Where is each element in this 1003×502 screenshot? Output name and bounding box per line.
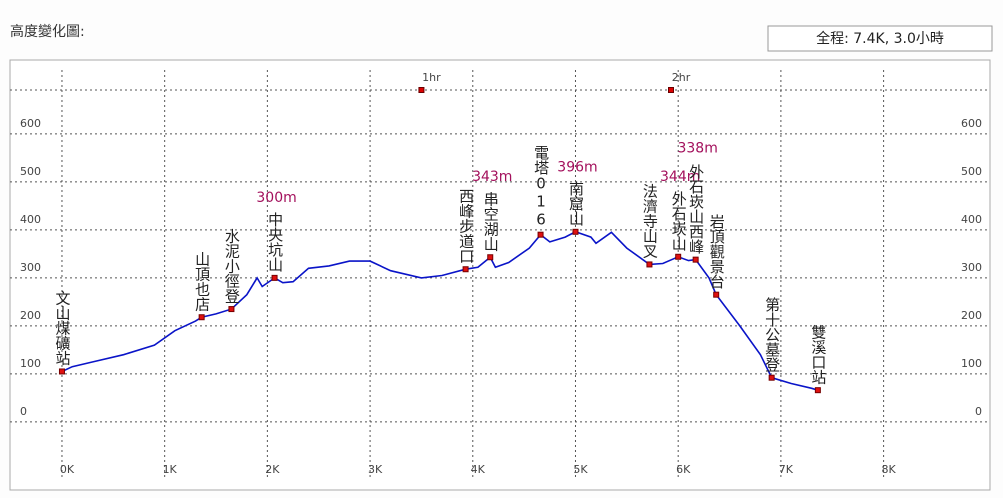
elevation-label: 343m — [472, 169, 512, 185]
waypoint-name: 串空湖山 — [482, 191, 500, 251]
waypoint-marker — [462, 266, 469, 273]
waypoint-marker — [271, 274, 278, 281]
waypoint-name: 電塔016 — [532, 145, 550, 229]
time-label: 2hr — [672, 71, 691, 84]
plot-area — [9, 59, 991, 491]
y-tick-label: 0 — [20, 405, 27, 418]
x-tick-label: 3K — [368, 463, 383, 476]
waypoint-name: 山頂也店 — [193, 251, 211, 311]
x-tick-label: 0K — [60, 463, 75, 476]
waypoint-marker — [572, 228, 579, 235]
waypoint-name: 法濟寺山叉 — [641, 183, 659, 258]
elevation-label: 344m — [660, 169, 700, 185]
x-tick-label: 5K — [573, 463, 588, 476]
y-tick-label: 400 — [20, 213, 41, 226]
y-tick-label: 600 — [20, 117, 41, 130]
waypoint-marker — [487, 254, 494, 261]
waypoint-marker — [675, 253, 682, 260]
elevation-label: 338m — [677, 141, 717, 157]
y-tick-label: 100 — [20, 357, 41, 370]
summary: 全程: 7.4K, 3.0小時 — [816, 30, 944, 47]
time-marker — [418, 87, 425, 93]
y-tick-label-right: 500 — [961, 165, 982, 178]
waypoint-name: 西峰步道口 — [457, 188, 475, 263]
summary-box — [767, 25, 993, 52]
y-tick-label-right: 100 — [961, 357, 982, 370]
y-tick-label-right: 400 — [961, 213, 982, 226]
y-tick-label: 500 — [20, 165, 41, 178]
y-tick-label-right: 600 — [961, 117, 982, 130]
chart-title: 高度變化圖: — [10, 23, 85, 40]
y-tick-label: 200 — [20, 309, 41, 322]
waypoint-name: 第十公墓登 — [763, 296, 781, 372]
waypoint-name: 水泥小徑登 — [223, 228, 241, 303]
waypoint-marker — [537, 231, 544, 238]
y-tick-label-right: 0 — [975, 405, 982, 418]
x-tick-label: 8K — [881, 463, 896, 476]
elevation-label: 396m — [557, 159, 597, 175]
waypoint-marker — [692, 256, 699, 263]
x-tick-label: 2K — [265, 463, 280, 476]
waypoint-name: 文山煤礦站 — [53, 290, 71, 365]
time-marker — [668, 87, 675, 93]
waypoint-name: 外石崁山西峰 — [687, 164, 705, 254]
waypoint-marker — [198, 314, 205, 321]
waypoint-name: 中央坑山 — [266, 212, 284, 272]
x-tick-label: 7K — [779, 463, 794, 476]
y-tick-label-right: 300 — [961, 261, 982, 274]
waypoint-name: 南窟山 — [567, 181, 585, 226]
elevation-label: 300m — [256, 190, 296, 206]
waypoint-name: 外石崁山 — [670, 191, 688, 251]
waypoint-marker — [646, 261, 653, 268]
time-label: 1hr — [422, 71, 441, 84]
waypoint-marker — [814, 387, 821, 394]
waypoint-marker — [58, 368, 65, 375]
waypoint-marker — [768, 374, 775, 381]
waypoint-marker — [228, 306, 235, 313]
y-tick-label: 300 — [20, 261, 41, 274]
y-tick-label-right: 200 — [961, 309, 982, 322]
x-tick-label: 1K — [163, 463, 178, 476]
waypoint-name: 岩頂觀景台 — [708, 214, 726, 289]
x-tick-label: 4K — [471, 463, 486, 476]
x-tick-label: 6K — [676, 463, 691, 476]
waypoint-marker — [713, 291, 720, 298]
waypoint-name: 雙溪口站 — [809, 324, 827, 384]
